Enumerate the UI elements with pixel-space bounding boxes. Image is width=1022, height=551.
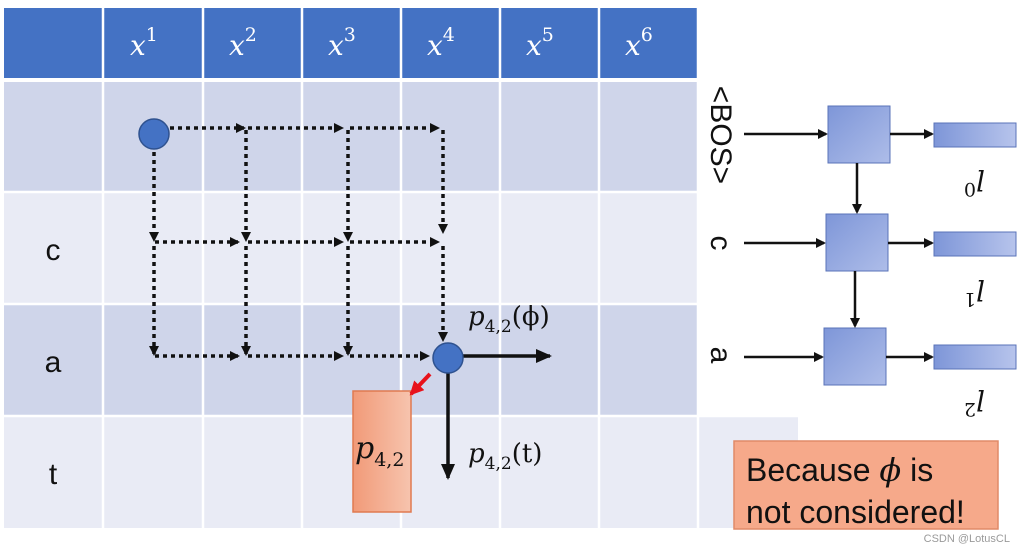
note-line-2: not considered! [746, 494, 965, 530]
row-label-t: t [49, 458, 58, 491]
col-header-5: x5 [526, 24, 554, 62]
decoder-input-c: c [704, 236, 737, 251]
prob-highlight-box [352, 390, 412, 513]
table-header [4, 8, 698, 80]
decoder-output-1 [933, 231, 1017, 257]
prob-t-label: p4,2(t) [468, 439, 542, 474]
start-node [138, 118, 170, 150]
col-header-2: x2 [229, 24, 257, 62]
current-node [432, 342, 464, 374]
decoder-output-2 [933, 344, 1017, 370]
decoder-output-0 [933, 122, 1017, 148]
decoder-cell-2 [823, 327, 887, 386]
prob-phi-label: p4,2(ϕ) [468, 302, 550, 337]
decoder-cell-0 [827, 105, 891, 164]
table-row-blank [4, 80, 698, 192]
col-header-1: x1 [130, 24, 158, 62]
decoder-output-label-2: l2 [964, 383, 985, 420]
decoder-input-a: a [704, 347, 737, 364]
decoder-output-label-1: l1 [964, 273, 985, 310]
decoder-diagram: <BOS> c a l0 l1 l2 [704, 86, 1017, 420]
prob-box-label: p4,2 [355, 431, 404, 471]
watermark: CSDN @LotusCL [924, 533, 1010, 545]
col-header-3: x3 [328, 24, 356, 62]
row-label-a: a [45, 346, 62, 379]
note-box [733, 440, 999, 530]
table-row-c [4, 192, 698, 304]
decoder-input-bos: <BOS> [704, 86, 737, 184]
alignment-lattice [149, 123, 448, 361]
table-grid [4, 8, 798, 528]
decoder-cell-1 [825, 213, 889, 272]
row-label-c: c [46, 234, 61, 267]
red-pointer-arrow [409, 372, 432, 396]
col-header-4: x4 [427, 24, 455, 62]
table-row-a [4, 304, 698, 416]
col-header-6: x6 [625, 24, 653, 62]
note-line-1: Because ϕ is [746, 451, 933, 489]
decoder-output-label-0: l0 [964, 163, 985, 200]
